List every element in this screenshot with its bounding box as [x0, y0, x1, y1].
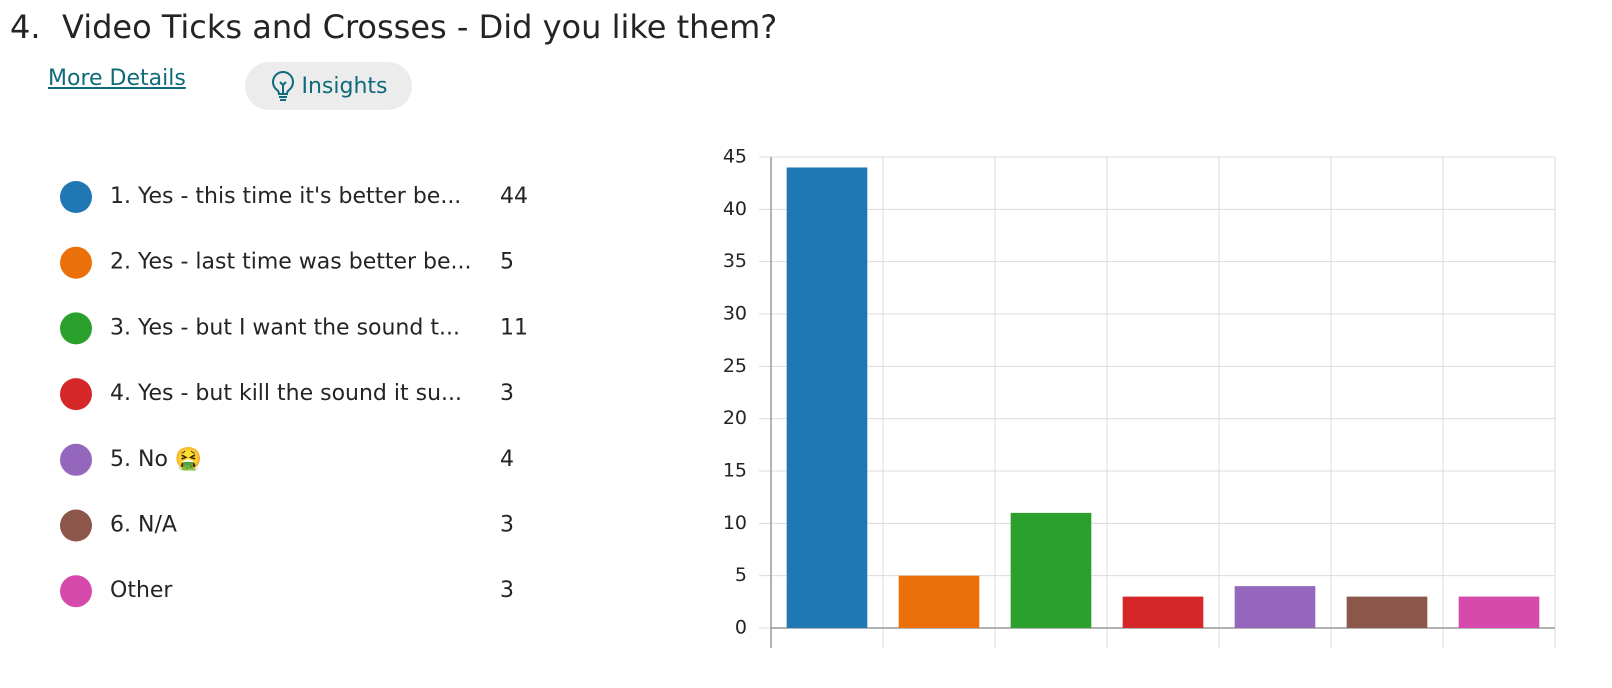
y-tick-label: 5 [735, 564, 747, 586]
legend-count: 44 [500, 184, 528, 209]
question-number: 4. [10, 8, 41, 46]
insights-button[interactable]: Insights [245, 62, 412, 110]
legend-swatch [60, 575, 92, 608]
legend-label: 6. N/A [110, 513, 177, 538]
y-tick-label: 30 [723, 303, 747, 325]
y-tick-label: 20 [723, 407, 747, 429]
y-tick-label: 45 [723, 146, 747, 168]
legend-swatch [60, 443, 92, 476]
legend-swatch [60, 378, 92, 411]
legend-count: 3 [500, 381, 514, 406]
legend-swatch [60, 181, 92, 213]
legend-swatch [60, 509, 92, 542]
legend-count: 11 [500, 315, 528, 340]
bar [1010, 512, 1092, 628]
legend-count: 3 [500, 578, 514, 603]
y-tick-label: 10 [723, 512, 747, 534]
legend-label: 2. Yes - last time was better be... [110, 250, 472, 275]
question-title: Video Ticks and Crosses - Did you like t… [62, 8, 778, 46]
legend-swatch [60, 312, 92, 345]
bulb-icon [272, 70, 295, 101]
legend-swatch [60, 246, 92, 279]
bar [898, 575, 980, 628]
legend-label: 4. Yes - but kill the sound it su... [110, 381, 462, 406]
legend-label: 3. Yes - but I want the sound t... [110, 315, 460, 340]
bar [1458, 596, 1540, 628]
y-tick-label: 35 [723, 250, 747, 272]
legend-count: 4 [500, 447, 514, 472]
legend-count: 3 [500, 513, 514, 538]
more-details-link[interactable]: More Details [48, 66, 186, 91]
insights-label: Insights [301, 73, 388, 99]
bar [1346, 596, 1428, 628]
bar [786, 167, 868, 628]
legend-label: 1. Yes - this time it's better be... [110, 184, 461, 209]
y-tick-label: 40 [723, 198, 747, 220]
bar [1122, 596, 1204, 628]
bar [1234, 586, 1316, 628]
y-tick-label: 0 [735, 617, 747, 639]
y-tick-label: 25 [723, 355, 747, 377]
legend-count: 5 [500, 250, 514, 275]
legend-label: 5. No 🤮 [110, 446, 202, 472]
legend-label: Other [110, 578, 173, 603]
y-tick-label: 15 [723, 460, 747, 482]
